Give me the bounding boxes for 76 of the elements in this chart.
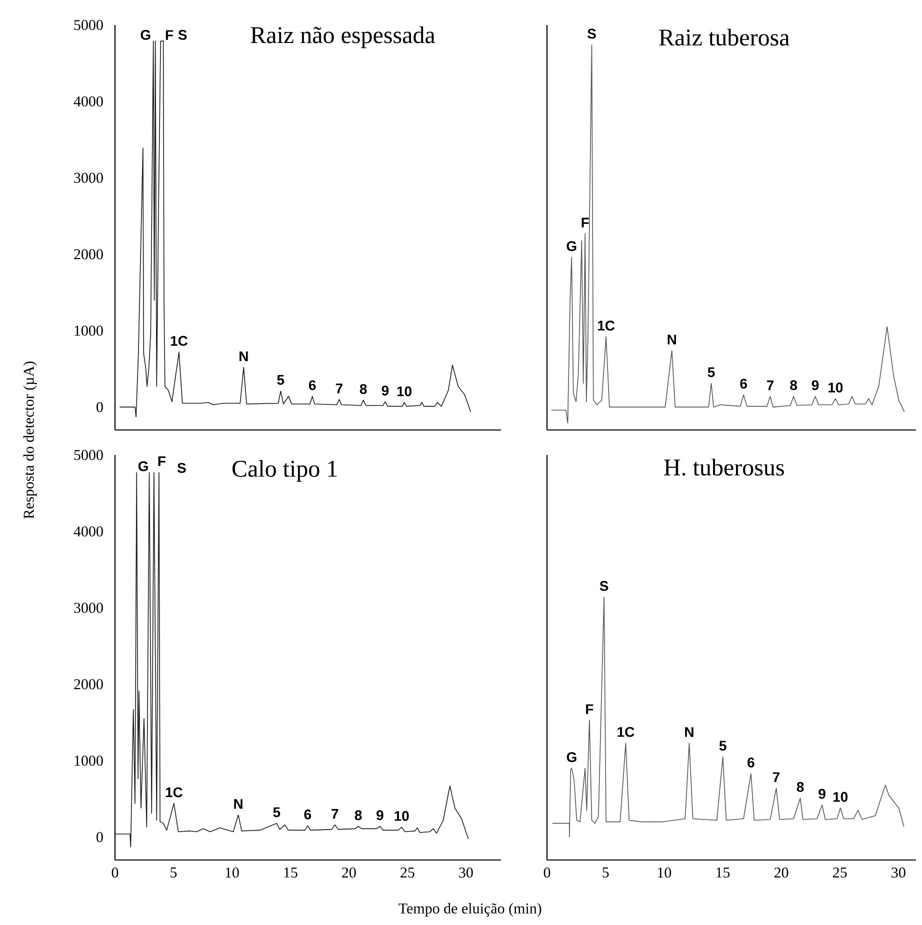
annotation: 10 bbox=[394, 811, 409, 821]
annotation: 5 bbox=[719, 740, 726, 751]
y-tick-label: 4000 bbox=[74, 526, 103, 536]
annotation: 8 bbox=[354, 810, 362, 820]
y-tick-label: 3000 bbox=[74, 172, 103, 183]
annotation: N bbox=[685, 727, 694, 737]
annotation: 7 bbox=[766, 380, 774, 390]
y-tick-label: 5000 bbox=[74, 450, 103, 460]
x-tick-label: 0 bbox=[112, 868, 118, 878]
x-tick-label: 5 bbox=[170, 868, 177, 878]
x-axis-title: Tempo de eluição (min) bbox=[398, 903, 542, 917]
annotation: 10 bbox=[828, 382, 843, 392]
annotation: F bbox=[158, 456, 166, 466]
annotation: S bbox=[178, 30, 187, 40]
annotation: F bbox=[582, 218, 589, 228]
annotation: S bbox=[600, 581, 608, 591]
annotation: S bbox=[587, 28, 596, 39]
annotation: F bbox=[166, 30, 174, 40]
chart-title: Calo tipo 1 bbox=[232, 460, 337, 482]
annotation: 7 bbox=[336, 384, 343, 394]
x-tick-label: 25 bbox=[400, 868, 414, 878]
y-tick-label: 2000 bbox=[74, 249, 103, 260]
annotation: 8 bbox=[790, 380, 798, 390]
y-tick-label: 1000 bbox=[74, 756, 103, 766]
x-tick-label: 0 bbox=[544, 868, 550, 878]
x-tick-label: 30 bbox=[459, 868, 473, 878]
y-tick-label: 3000 bbox=[74, 602, 103, 613]
annotation: 5 bbox=[708, 367, 715, 378]
chart-title: Raiz não espessada bbox=[250, 26, 436, 48]
x-tick-label: 20 bbox=[774, 868, 788, 878]
annotation: 6 bbox=[748, 758, 754, 768]
annotation: 9 bbox=[818, 788, 826, 799]
y-tick-label: 0 bbox=[96, 832, 103, 842]
annotation: 1C bbox=[618, 726, 634, 737]
annotation: G bbox=[140, 30, 150, 40]
annotation: N bbox=[240, 352, 248, 362]
x-tick-label: 5 bbox=[602, 868, 609, 878]
annotation: 6 bbox=[308, 380, 316, 390]
y-tick-label: 4000 bbox=[74, 96, 103, 106]
annotation: 5 bbox=[277, 375, 284, 385]
annotation: 8 bbox=[796, 782, 804, 792]
chart-title: H. tuberosus bbox=[664, 458, 784, 476]
annotation: 9 bbox=[812, 380, 819, 390]
annotation: 7 bbox=[772, 772, 780, 782]
annotation: F bbox=[586, 704, 594, 714]
annotation: 1C bbox=[166, 787, 183, 798]
annotation: N bbox=[668, 334, 676, 344]
annotation: 7 bbox=[332, 809, 338, 819]
x-tick-label: 25 bbox=[833, 868, 847, 878]
annotation: N bbox=[234, 799, 242, 809]
x-tick-label: 10 bbox=[658, 868, 672, 878]
annotation: G bbox=[138, 461, 148, 472]
x-tick-label: 15 bbox=[284, 868, 298, 878]
x-tick-label: 10 bbox=[226, 868, 239, 878]
annotation: 1C bbox=[170, 336, 188, 346]
y-axis-title: Resposta do detector (µA) bbox=[23, 362, 37, 519]
annotation: 1C bbox=[598, 320, 615, 331]
y-tick-label: 1000 bbox=[74, 326, 103, 336]
annotation: 9 bbox=[376, 810, 384, 820]
y-tick-label: 5000 bbox=[74, 20, 103, 30]
annotation: 6 bbox=[740, 378, 747, 389]
annotation: 6 bbox=[304, 809, 312, 820]
annotation: 5 bbox=[273, 807, 280, 818]
annotation: S bbox=[177, 462, 186, 473]
annotation: G bbox=[566, 752, 576, 762]
annotation: 10 bbox=[397, 386, 412, 396]
x-tick-label: 20 bbox=[342, 868, 356, 878]
y-tick-label: 2000 bbox=[74, 679, 103, 690]
annotation: 8 bbox=[360, 384, 367, 394]
x-tick-label: 15 bbox=[716, 868, 730, 878]
x-tick-label: 30 bbox=[892, 868, 906, 878]
annotation: 9 bbox=[382, 386, 389, 396]
annotation: G bbox=[566, 241, 576, 252]
chart-title: Raiz tuberosa bbox=[659, 28, 790, 46]
annotation: 10 bbox=[833, 792, 848, 802]
y-tick-label: 0 bbox=[96, 402, 103, 412]
